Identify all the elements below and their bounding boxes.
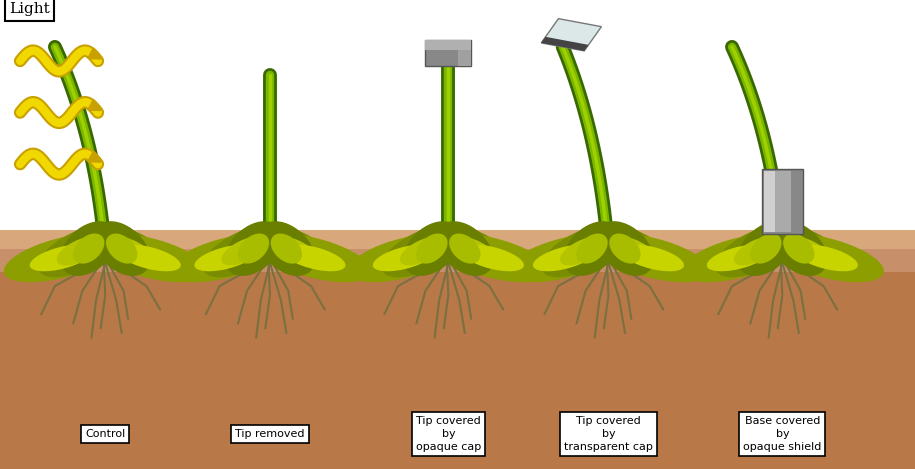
Polygon shape — [282, 245, 346, 271]
Polygon shape — [4, 234, 119, 282]
Polygon shape — [273, 236, 318, 265]
Polygon shape — [256, 234, 371, 282]
Text: Tip covered
by
opaque cap: Tip covered by opaque cap — [415, 416, 481, 452]
Polygon shape — [620, 245, 684, 271]
Polygon shape — [737, 221, 794, 276]
Polygon shape — [73, 234, 104, 264]
Polygon shape — [681, 234, 796, 282]
Polygon shape — [597, 221, 653, 276]
Polygon shape — [769, 234, 884, 282]
Polygon shape — [766, 225, 850, 277]
FancyBboxPatch shape — [425, 40, 471, 50]
FancyBboxPatch shape — [762, 169, 803, 234]
Polygon shape — [734, 236, 780, 265]
Polygon shape — [576, 234, 608, 264]
Polygon shape — [794, 245, 858, 271]
Polygon shape — [202, 225, 286, 277]
Polygon shape — [38, 225, 122, 277]
Text: Base covered
by
opaque shield: Base covered by opaque shield — [743, 416, 822, 452]
FancyBboxPatch shape — [425, 40, 471, 66]
Polygon shape — [451, 236, 497, 265]
Polygon shape — [0, 234, 915, 272]
Polygon shape — [770, 221, 827, 276]
Polygon shape — [89, 225, 173, 277]
Polygon shape — [372, 245, 436, 271]
Polygon shape — [253, 225, 338, 277]
Polygon shape — [347, 234, 462, 282]
Polygon shape — [435, 234, 550, 282]
Polygon shape — [533, 245, 597, 271]
Polygon shape — [592, 225, 676, 277]
Polygon shape — [106, 234, 137, 264]
Polygon shape — [404, 221, 460, 276]
Polygon shape — [436, 221, 493, 276]
FancyBboxPatch shape — [458, 50, 471, 66]
Polygon shape — [117, 245, 181, 271]
Polygon shape — [449, 234, 480, 264]
Polygon shape — [29, 245, 93, 271]
Polygon shape — [0, 272, 915, 469]
Polygon shape — [381, 225, 465, 277]
Polygon shape — [542, 37, 588, 51]
Polygon shape — [564, 221, 620, 276]
Polygon shape — [542, 19, 601, 51]
Polygon shape — [560, 236, 606, 265]
Polygon shape — [60, 221, 117, 276]
Polygon shape — [595, 234, 710, 282]
Polygon shape — [0, 230, 915, 249]
Polygon shape — [416, 234, 447, 264]
Polygon shape — [432, 225, 516, 277]
FancyBboxPatch shape — [774, 171, 791, 232]
Text: Tip removed: Tip removed — [235, 429, 305, 439]
Polygon shape — [108, 236, 154, 265]
Polygon shape — [400, 236, 446, 265]
Polygon shape — [225, 221, 282, 276]
Polygon shape — [541, 225, 625, 277]
Polygon shape — [750, 234, 781, 264]
FancyBboxPatch shape — [765, 171, 775, 232]
Polygon shape — [783, 234, 814, 264]
Polygon shape — [221, 236, 267, 265]
Polygon shape — [507, 234, 622, 282]
Polygon shape — [194, 245, 258, 271]
Text: Control: Control — [85, 429, 125, 439]
Polygon shape — [609, 234, 640, 264]
Polygon shape — [460, 245, 524, 271]
Polygon shape — [611, 236, 657, 265]
Polygon shape — [258, 221, 315, 276]
Polygon shape — [168, 234, 284, 282]
Polygon shape — [785, 236, 831, 265]
Polygon shape — [706, 245, 770, 271]
Polygon shape — [57, 236, 102, 265]
Text: Tip covered
by
transparent cap: Tip covered by transparent cap — [564, 416, 653, 452]
Polygon shape — [715, 225, 799, 277]
Text: Light: Light — [9, 2, 50, 16]
Polygon shape — [238, 234, 269, 264]
Polygon shape — [271, 234, 302, 264]
Polygon shape — [92, 234, 207, 282]
Polygon shape — [93, 221, 150, 276]
